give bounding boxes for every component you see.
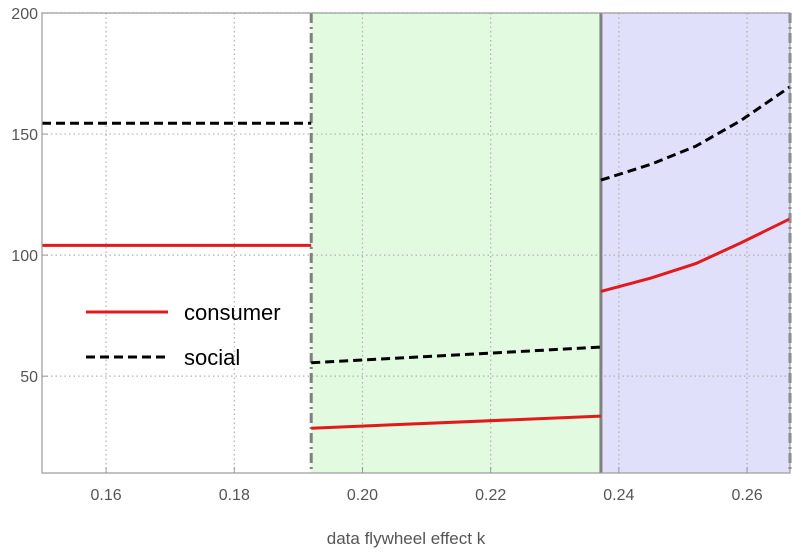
legend-label-social: social [184,345,240,370]
y-tick-label: 100 [11,248,38,265]
grid-lines [42,12,790,473]
x-tick-label: 0.26 [731,487,762,504]
y-tick-label: 200 [11,6,38,23]
x-tick-label: 0.18 [219,487,250,504]
x-axis-label: data flywheel effect k [327,529,486,548]
shaded-region-1 [311,13,601,473]
legend: consumer social [86,300,281,370]
y-tick-label: 50 [20,369,38,386]
x-axis-ticks: 0.16 0.18 0.20 0.22 0.24 0.26 [91,467,763,504]
plot-frame [41,12,791,474]
social-line-segment-2 [311,345,601,365]
consumer-line-segment-3 [600,217,791,293]
x-tick-label: 0.16 [91,487,122,504]
series-lines [42,85,791,430]
x-tick-label: 0.22 [475,487,506,504]
x-tick-label: 0.20 [347,487,378,504]
legend-label-consumer: consumer [184,300,281,325]
y-axis-ticks: 50 100 150 200 [11,6,48,386]
social-line-segment-3 [600,85,791,182]
shaded-regions [311,13,790,473]
consumer-line-segment-2 [311,414,601,430]
y-tick-label: 150 [11,127,38,144]
shaded-region-2 [600,13,790,473]
x-tick-label: 0.24 [603,487,634,504]
